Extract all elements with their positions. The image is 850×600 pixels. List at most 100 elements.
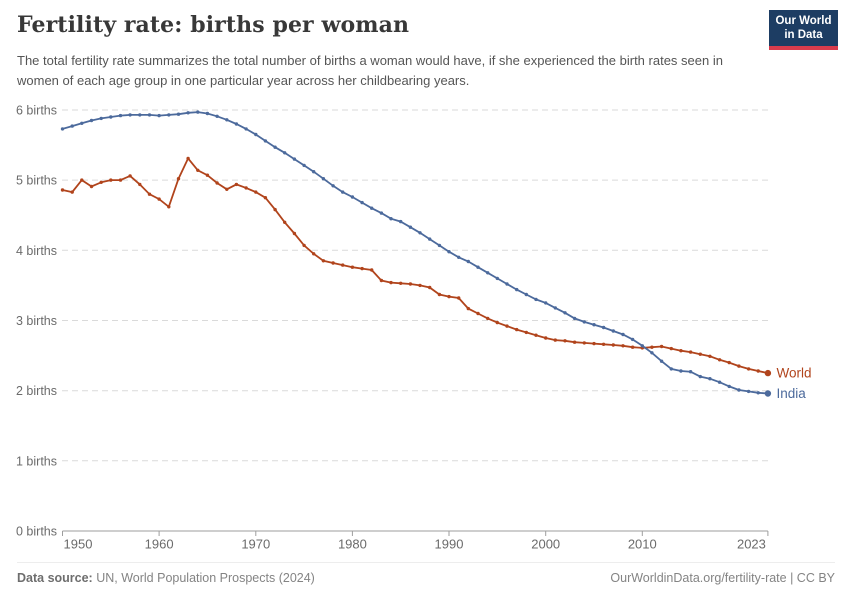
- world-point: [486, 316, 490, 321]
- india-point: [447, 250, 451, 254]
- y-axis-label: 5 births: [16, 174, 57, 188]
- india-point: [128, 113, 132, 117]
- india-point: [302, 163, 306, 168]
- world-point: [70, 190, 74, 194]
- world-point: [505, 324, 509, 328]
- x-axis: [62, 530, 769, 536]
- india-point: [611, 329, 615, 333]
- india-point: [515, 287, 519, 292]
- india-point: [263, 139, 268, 143]
- world-point: [708, 354, 712, 358]
- india-point: [341, 190, 345, 194]
- india-point: [764, 390, 772, 397]
- world-point: [109, 178, 113, 182]
- india-point: [717, 380, 722, 384]
- world-series[interactable]: [60, 156, 772, 377]
- world-point: [582, 341, 586, 345]
- india-point: [486, 271, 490, 275]
- world-point: [215, 181, 219, 185]
- chart-subtitle: The total fertility rate summarizes the …: [17, 53, 723, 88]
- india-point: [89, 118, 94, 123]
- world-point: [428, 285, 432, 290]
- world-point: [669, 346, 673, 351]
- india-point: [688, 370, 693, 374]
- india-point: [244, 127, 248, 131]
- world-point: [321, 259, 326, 263]
- world-point: [601, 342, 606, 346]
- india-point: [109, 115, 113, 119]
- world-point: [630, 345, 635, 349]
- x-axis-label: 1990: [435, 537, 464, 552]
- india-point: [544, 301, 548, 305]
- world-point: [244, 186, 248, 190]
- india-point: [698, 374, 702, 379]
- india-point: [399, 219, 403, 224]
- world-point: [572, 340, 577, 344]
- india-point: [321, 177, 326, 181]
- india-point: [254, 132, 258, 137]
- y-axis-label: 0 births: [16, 525, 57, 539]
- world-point: [553, 338, 557, 342]
- world-point: [176, 177, 181, 181]
- world-point: [225, 187, 229, 191]
- world-line[interactable]: [62, 156, 769, 374]
- india-point: [331, 184, 335, 188]
- india-point: [708, 377, 712, 381]
- india-point: [669, 367, 673, 371]
- india-point: [215, 114, 219, 118]
- india-point: [273, 145, 277, 149]
- x-axis-label: 1980: [338, 537, 367, 552]
- india-point: [679, 369, 683, 373]
- india-point: [428, 237, 432, 241]
- india-point: [157, 113, 161, 118]
- x-axis-label: 1950: [64, 537, 93, 552]
- x-axis-label: 2000: [531, 537, 560, 552]
- world-point: [418, 283, 422, 288]
- y-axis-label: 3 births: [16, 314, 57, 328]
- india-point: [457, 255, 461, 259]
- india-series-label[interactable]: India: [777, 386, 807, 401]
- india-point: [118, 113, 123, 118]
- india-point: [176, 112, 181, 116]
- world-series-label[interactable]: World: [777, 366, 812, 381]
- india-point: [601, 325, 606, 330]
- world-point: [147, 192, 152, 196]
- india-point: [408, 225, 413, 229]
- world-point: [360, 266, 364, 271]
- data-source-link[interactable]: UN, World Population Prospects (2024): [96, 571, 315, 585]
- india-point: [524, 292, 528, 297]
- world-point: [283, 220, 287, 224]
- india-point: [630, 337, 635, 342]
- india-point: [534, 297, 538, 302]
- world-point: [118, 178, 123, 182]
- india-point: [756, 391, 760, 395]
- world-point: [679, 349, 683, 353]
- world-point: [379, 278, 384, 283]
- world-point: [437, 292, 442, 297]
- world-point: [756, 369, 760, 373]
- world-point: [167, 205, 171, 209]
- world-point: [592, 341, 596, 346]
- india-point: [659, 359, 664, 363]
- owid-credit-link[interactable]: OurWorldinData.org/fertility-rate | CC B…: [610, 571, 835, 585]
- india-point: [99, 116, 103, 121]
- india-point: [650, 351, 654, 355]
- india-series[interactable]: [60, 110, 772, 397]
- world-point: [466, 306, 470, 311]
- india-point: [205, 111, 210, 116]
- india-line[interactable]: [62, 111, 768, 395]
- owid-logo[interactable]: Our World in Data: [769, 10, 838, 50]
- world-point: [205, 173, 210, 177]
- india-point: [621, 332, 625, 337]
- india-point: [640, 344, 644, 348]
- world-point: [312, 252, 316, 256]
- x-axis-label: 2010: [628, 537, 657, 552]
- india-point: [389, 217, 393, 221]
- world-point: [292, 231, 297, 236]
- world-point: [457, 296, 461, 300]
- data-source: Data source: UN, World Population Prospe…: [17, 571, 315, 585]
- world-point: [476, 311, 480, 316]
- world-point: [234, 182, 239, 187]
- x-axis-label: 1960: [145, 537, 174, 552]
- india-point: [225, 118, 229, 122]
